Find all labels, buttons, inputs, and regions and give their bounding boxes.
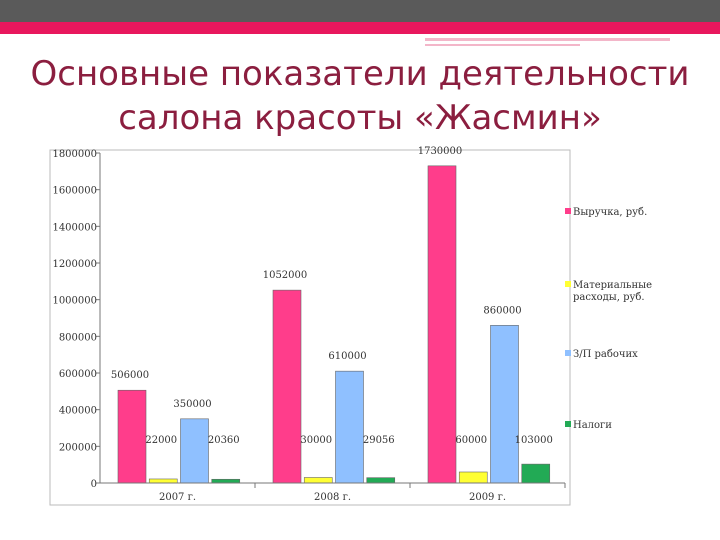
bar-3-1	[366, 477, 396, 484]
legend-label-0: Выручка, руб.	[573, 207, 647, 218]
y-tick-label: 1800000	[52, 149, 97, 160]
header-band-dark	[0, 0, 720, 22]
legend-label-1: Материальные расходы, руб.	[573, 280, 652, 303]
x-axis: 2007 г. 2008 г. 2009 г.	[100, 482, 566, 503]
bar-2-0	[180, 418, 209, 484]
data-label: 860000	[483, 305, 521, 316]
legend-swatch-1	[565, 281, 571, 287]
page-title: Основные показатели деятельности салона …	[0, 52, 720, 140]
data-label: 30000	[300, 435, 332, 446]
data-label: 22000	[145, 435, 177, 446]
bars: 506000 22000 350000 20360 1052000 30000 610000…	[111, 146, 553, 484]
title-line-2: салона красоты «Жасмин»	[118, 98, 602, 138]
legend: Выручка, руб. Материальные расходы, руб. З/…	[565, 207, 652, 431]
data-label: 506000	[111, 370, 149, 381]
bar-2-2	[490, 325, 519, 484]
bar-0-1	[272, 289, 302, 484]
y-tick-label: 600000	[59, 369, 97, 380]
bar-1-0	[148, 478, 178, 484]
data-label: 103000	[515, 435, 553, 446]
data-label: 610000	[328, 351, 366, 362]
bar-0-2	[427, 165, 457, 484]
data-label: 1730000	[418, 146, 463, 157]
y-tick-label: 800000	[59, 332, 97, 343]
bar-3-0	[211, 478, 241, 484]
header-band-line2	[425, 44, 580, 46]
y-tick-label: 1000000	[52, 296, 97, 307]
bar-1-2	[458, 471, 488, 484]
y-axis: 0 200000 400000 600000 800000 1000000 1200000 1…	[52, 149, 101, 490]
bar-3-2	[521, 463, 551, 484]
legend-swatch-2	[565, 350, 571, 356]
x-tick-label: 2009 г.	[469, 492, 506, 503]
header-band-accent	[0, 22, 720, 34]
legend-label-3: Налоги	[573, 420, 612, 431]
y-tick-label: 200000	[59, 442, 97, 453]
data-label: 20360	[208, 435, 240, 446]
data-label: 1052000	[263, 270, 308, 281]
y-tick-label: 1400000	[52, 222, 97, 233]
legend-swatch-0	[565, 208, 571, 214]
legend-label-2: З/П рабочих	[573, 349, 638, 360]
y-tick-label: 1200000	[52, 259, 97, 270]
y-tick-label: 0	[91, 479, 97, 490]
chart-frame	[49, 149, 571, 506]
data-label: 350000	[173, 399, 211, 410]
title-line-1: Основные показатели деятельности	[30, 54, 690, 94]
y-tick-label: 1600000	[52, 186, 97, 197]
data-label: 29056	[363, 435, 395, 446]
bar-2-1	[335, 370, 364, 484]
data-label: 60000	[455, 435, 487, 446]
header-band-line	[425, 38, 670, 41]
legend-swatch-3	[565, 421, 571, 427]
y-tick-label: 400000	[59, 406, 97, 417]
x-tick-label: 2007 г.	[159, 492, 196, 503]
bar-1-1	[303, 477, 333, 484]
bar-0-0	[117, 389, 147, 484]
x-tick-label: 2008 г.	[314, 492, 351, 503]
